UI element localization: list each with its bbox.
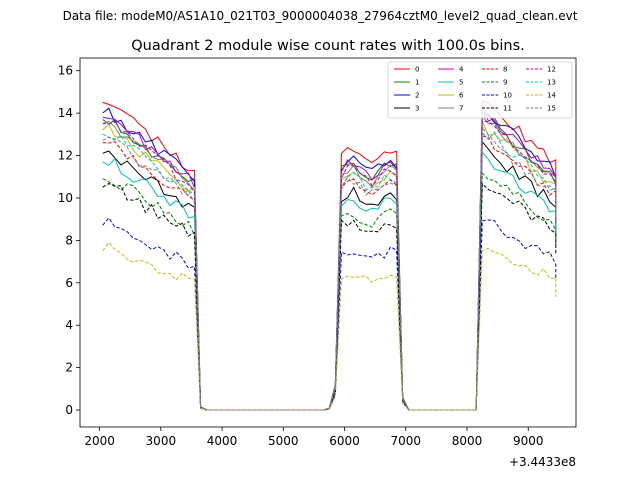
x-tick-label: 6000 xyxy=(329,434,360,448)
legend-label-15: 15 xyxy=(547,105,556,113)
x-tick-label: 5000 xyxy=(268,434,299,448)
legend-label-11: 11 xyxy=(503,105,512,113)
series-line-12 xyxy=(102,120,557,411)
series-line-11 xyxy=(102,182,557,411)
legend-label-13: 13 xyxy=(547,79,556,87)
x-tick-label: 4000 xyxy=(207,434,238,448)
y-tick-label: 6 xyxy=(65,276,73,290)
legend-label-5: 5 xyxy=(459,79,463,87)
x-tick-label: 2000 xyxy=(84,434,115,448)
y-axis-ticks: 0 2 4 6 8 10 12 14 16 xyxy=(58,64,80,417)
x-axis-ticks: 2000 3000 4000 5000 6000 7000 8000 9000 xyxy=(84,427,544,448)
series-line-15 xyxy=(102,127,557,411)
legend-label-12: 12 xyxy=(547,66,556,74)
x-tick-label: 3000 xyxy=(146,434,177,448)
series-layer xyxy=(102,99,557,411)
series-line-14 xyxy=(102,241,557,411)
legend-label-10: 10 xyxy=(503,92,512,100)
chart-title: Quadrant 2 module wise count rates with … xyxy=(131,38,525,54)
legend-label-8: 8 xyxy=(503,66,507,74)
y-tick-label: 16 xyxy=(58,64,73,78)
axes-frame xyxy=(79,57,577,428)
data-file-suptitle: Data file: modeM0/AS1A10_021T03_90000040… xyxy=(63,9,578,23)
legend-label-2: 2 xyxy=(415,92,419,100)
legend-label-9: 9 xyxy=(503,79,507,87)
x-tick-label: 8000 xyxy=(452,434,483,448)
legend-label-0: 0 xyxy=(415,66,419,74)
y-tick-label: 2 xyxy=(65,361,73,375)
legend-label-6: 6 xyxy=(459,92,464,100)
y-tick-label: 14 xyxy=(58,106,73,120)
y-tick-label: 8 xyxy=(65,233,73,247)
x-axis-offset-label: +3.4433e8 xyxy=(509,455,576,469)
legend-label-1: 1 xyxy=(415,79,419,87)
legend-label-7: 7 xyxy=(459,105,463,113)
legend-label-3: 3 xyxy=(415,105,419,113)
legend-label-14: 14 xyxy=(547,92,556,100)
y-tick-label: 12 xyxy=(58,149,73,163)
x-tick-label: 9000 xyxy=(513,434,544,448)
y-tick-label: 10 xyxy=(58,191,73,205)
y-tick-label: 4 xyxy=(65,318,73,332)
y-tick-label: 0 xyxy=(65,403,73,417)
plot-area: 2000 3000 4000 5000 6000 7000 8000 9000 0246810… xyxy=(58,57,577,469)
legend-box xyxy=(387,61,573,119)
x-tick-label: 7000 xyxy=(390,434,421,448)
legend-label-4: 4 xyxy=(459,66,464,74)
series-line-10 xyxy=(102,217,557,411)
